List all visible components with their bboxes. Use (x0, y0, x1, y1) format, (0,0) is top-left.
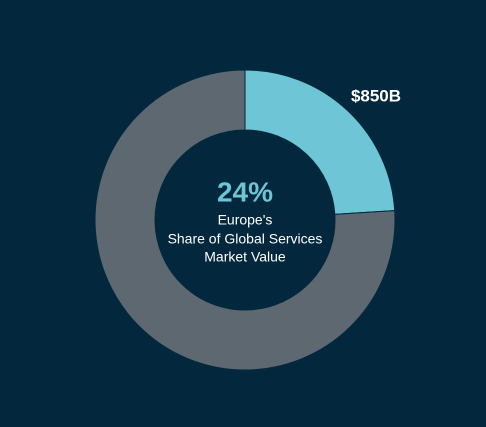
donut-segment (94, 69, 396, 371)
segment-annotation: $850B (351, 86, 401, 105)
center-value: 24% (217, 176, 273, 207)
center-text: Europe's (218, 212, 273, 228)
donut-segment (244, 69, 396, 215)
center-text: Market Value (204, 249, 286, 265)
center-text: Share of Global Services (168, 231, 323, 247)
